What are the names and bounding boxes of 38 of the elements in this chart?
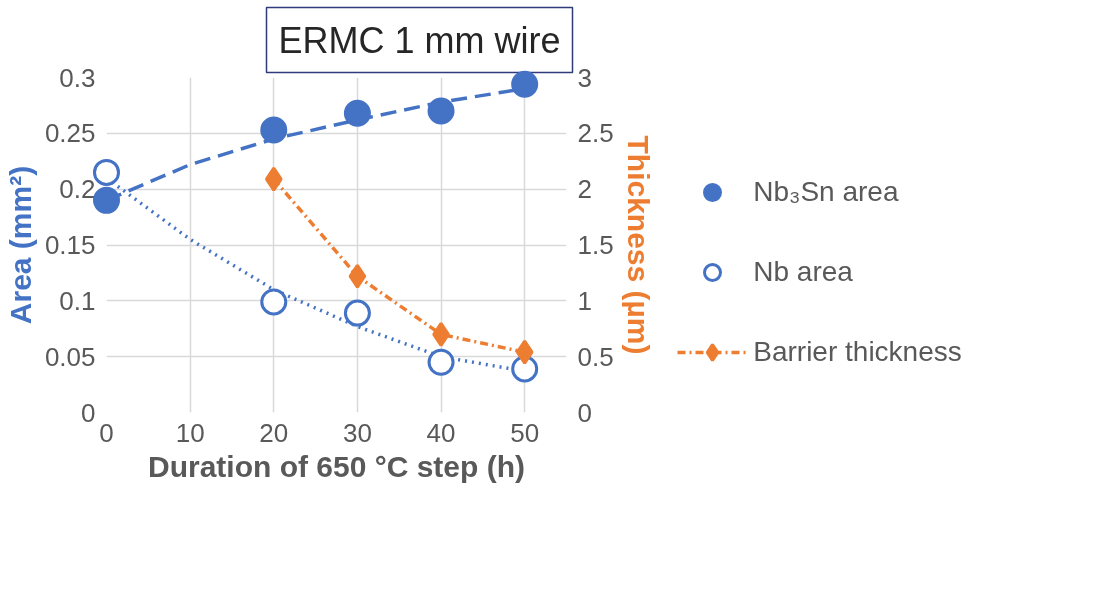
point <box>93 186 120 214</box>
point <box>427 97 455 125</box>
point <box>93 158 120 186</box>
y-tick-label: 0.2 <box>59 174 96 205</box>
point <box>348 263 367 289</box>
y-tick-label: 0.05 <box>44 341 96 372</box>
y2-tick-label: 3 <box>577 62 592 93</box>
y2-axis-title: Thickness (µm) <box>621 135 655 355</box>
y-tick-label: 0 <box>81 397 96 428</box>
legend-label: Nb₃Sn area <box>753 176 899 208</box>
y2-tick-label: 0.5 <box>577 341 614 372</box>
legend-label: Nb area <box>753 256 853 288</box>
x-tick-label: 30 <box>342 417 372 448</box>
point <box>264 166 283 192</box>
y-axis-title: Area (mm²) <box>3 165 37 325</box>
point <box>511 70 539 98</box>
y2-tick-label: 1.5 <box>577 230 614 260</box>
y-tick-label: 0.25 <box>44 118 96 149</box>
y2-tick-label: 1 <box>577 285 592 316</box>
y-tick-label: 0.1 <box>59 285 96 316</box>
x-tick-label: 10 <box>175 417 205 448</box>
y-tick-label: 0.3 <box>59 62 96 93</box>
x-axis-title: Duration of 650 °C step (h) <box>147 449 526 483</box>
y-tick-label: 0.15 <box>44 230 96 260</box>
x-tick-label: 20 <box>259 417 289 448</box>
point <box>343 99 371 127</box>
chart-title: ERMC 1 mm wire <box>278 19 561 61</box>
y2-tick-label: 0 <box>577 397 592 428</box>
point <box>260 288 288 316</box>
x-tick-label: 50 <box>510 417 540 448</box>
y2-tick-label: 2 <box>577 174 592 205</box>
point <box>427 348 455 376</box>
point <box>343 299 371 327</box>
point <box>515 339 534 365</box>
y2-tick-label: 2.5 <box>577 118 614 149</box>
legend-label: Barrier thickness <box>753 336 962 368</box>
x-tick-label: 40 <box>426 417 456 448</box>
point <box>260 116 288 144</box>
